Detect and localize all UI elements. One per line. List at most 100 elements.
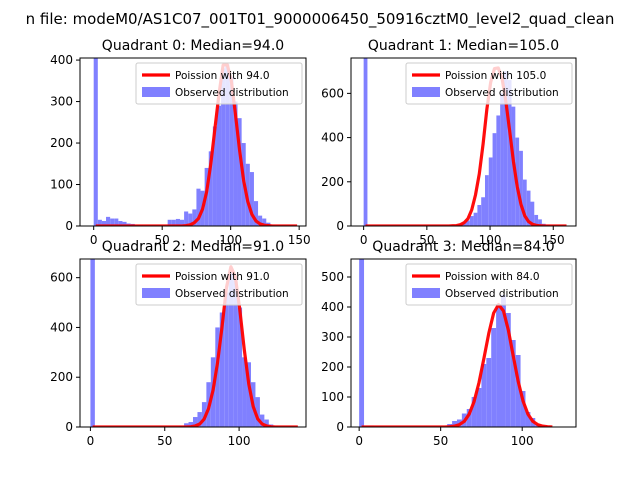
histogram-bar [473, 212, 478, 226]
y-tick-label: 200 [321, 360, 344, 374]
histogram-bar [510, 340, 516, 427]
histogram-bar [193, 417, 198, 427]
panel-title: Quadrant 1: Median=105.0 [368, 38, 559, 54]
histogram-bar [484, 175, 489, 226]
y-tick-label: 200 [50, 370, 73, 384]
axes-frame [79, 57, 307, 227]
legend-entry-observed: Observed distribution [175, 288, 289, 300]
y-tick-label: 300 [321, 330, 344, 344]
histogram-bar [522, 179, 527, 226]
histogram-bar [255, 397, 260, 427]
histogram-bar [184, 211, 189, 226]
x-tick-label: 0 [355, 434, 363, 448]
panel-quadrant-2: 0 50 100 0 200 400 600 Quadrant 2: Median=91.0 P… [50, 239, 307, 448]
legend-entry-poisson: Poission with 91.0 [175, 271, 270, 283]
y-tick-label: 0 [65, 219, 73, 233]
histogram-bar [106, 216, 111, 226]
histogram-bar [93, 58, 98, 226]
histogram-bar [242, 357, 247, 427]
x-tick-label: 100 [479, 233, 502, 247]
y-tick-label: 400 [321, 300, 344, 314]
x-tick-label: 50 [433, 434, 448, 448]
legend-bar-swatch [142, 87, 170, 97]
histogram-bar [507, 80, 512, 226]
histogram-bar [221, 68, 226, 226]
histogram-bar [488, 157, 493, 226]
histogram-bar [481, 364, 487, 427]
histogram-bar [476, 388, 482, 427]
histogram-bar [216, 105, 222, 226]
histogram-bar [481, 197, 485, 226]
x-tick-label: 50 [155, 233, 170, 247]
legend-entry-poisson: Poission with 84.0 [445, 271, 540, 283]
legend: Poission with 94.0 Observed distribution [135, 62, 303, 105]
histogram-bar [496, 304, 501, 427]
histogram-bar [538, 219, 542, 226]
histogram-bar [171, 219, 176, 226]
y-tick-label: 500 [321, 270, 344, 284]
panel-quadrant-3: 0 50 100 0 100 200 300 400 500 Quadrant 3: Median… [321, 239, 577, 448]
histogram-bar [225, 64, 230, 226]
legend-bar-swatch [412, 288, 440, 298]
histogram-bar [215, 327, 220, 427]
x-tick-label: 0 [87, 434, 95, 448]
y-tick-label: 0 [336, 420, 344, 434]
y-tick-label: 100 [50, 178, 73, 192]
histogram-bar [188, 422, 193, 427]
poisson-curve [92, 265, 298, 427]
histogram-bar [114, 218, 119, 226]
histogram-bar [175, 218, 180, 226]
histogram-bar [253, 201, 259, 226]
histogram-bar [233, 280, 238, 427]
histogram-bar [492, 133, 497, 226]
histogram-bar [249, 172, 254, 226]
y-tick-label: 300 [50, 95, 73, 109]
plot-area [90, 259, 298, 427]
y-tick-label: 400 [50, 320, 73, 334]
histogram-bar [110, 218, 115, 226]
histogram-bar [525, 412, 531, 427]
poisson-curve [365, 66, 567, 226]
histogram-bar [471, 397, 477, 427]
histogram-bar [212, 126, 217, 226]
histogram-bar [515, 355, 521, 427]
subplot-grid: 0 50 100 150 0 100 200 300 400 Quadrant 0: Median… [50, 38, 577, 448]
y-tick-label: 600 [50, 271, 73, 285]
histogram-bar [486, 358, 492, 427]
histogram-bar [501, 295, 506, 427]
legend-entry-poisson: Poission with 105.0 [445, 70, 546, 82]
histogram-bar [201, 402, 207, 427]
panel-title: Quadrant 3: Median=84.0 [372, 239, 554, 255]
histogram-bar [519, 150, 523, 226]
histogram-bar [246, 362, 251, 427]
plot-area [93, 58, 298, 226]
histogram-bar [192, 209, 197, 226]
panel-title: Quadrant 0: Median=94.0 [102, 38, 284, 54]
x-tick-label: 150 [542, 233, 565, 247]
panel-quadrant-0: 0 50 100 150 0 100 200 300 400 Quadrant 0: Median… [50, 38, 311, 247]
histogram-bar [363, 58, 368, 226]
histogram-bar [184, 423, 189, 427]
legend-entry-observed: Observed distribution [445, 288, 559, 300]
y-tick-label: 400 [50, 53, 73, 67]
histogram-bar [262, 218, 267, 226]
histogram-bar [122, 221, 127, 226]
x-tick-label: 150 [288, 233, 311, 247]
histogram-bar [101, 221, 107, 226]
figure-suptitle: n file: modeM0/AS1C07_001T01_9000006450_… [26, 10, 615, 29]
legend-bar-swatch [412, 87, 440, 97]
panel-quadrant-1: 0 50 100 150 0 200 400 600 Quadrant 1: Median=10… [321, 38, 577, 247]
histogram-bar [452, 421, 457, 427]
histogram-bar [224, 292, 229, 427]
poisson-curve [361, 303, 553, 427]
histogram-bar [97, 219, 102, 226]
histogram-bar [491, 328, 497, 427]
histogram-bar [469, 216, 474, 226]
legend-entry-observed: Observed distribution [175, 87, 289, 99]
x-tick-label: 0 [360, 233, 368, 247]
histogram-bar [197, 412, 202, 427]
legend: Poission with 84.0 Observed distribution [405, 263, 573, 306]
y-tick-label: 0 [336, 219, 344, 233]
axes-frame [350, 57, 577, 227]
histogram-bar [118, 221, 123, 226]
